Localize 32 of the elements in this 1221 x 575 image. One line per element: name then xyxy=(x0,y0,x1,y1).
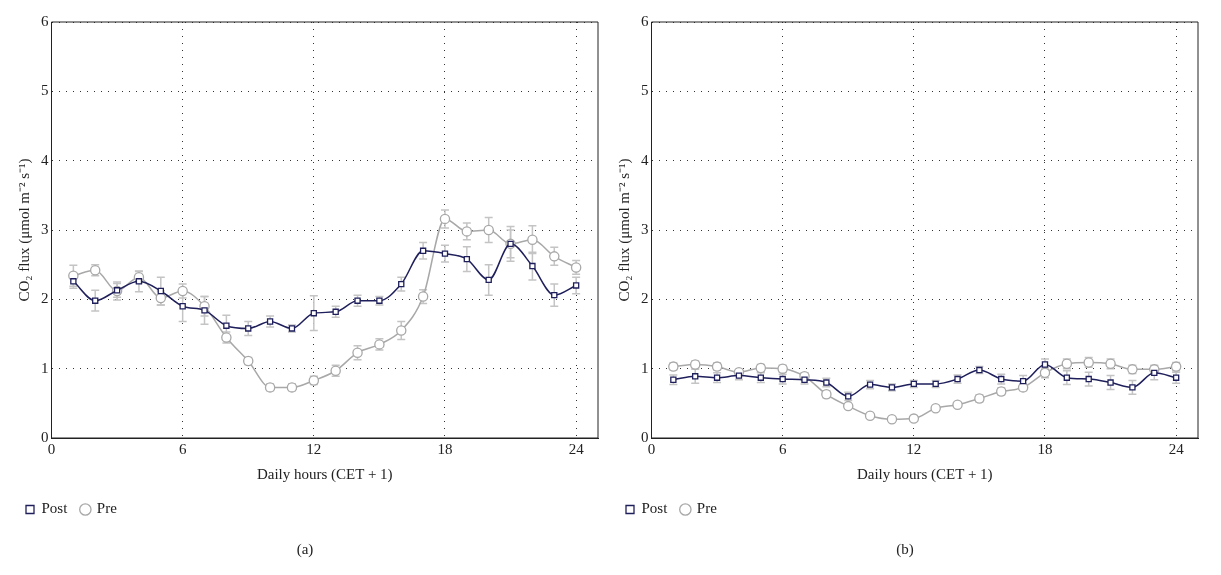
y-tick-label: 4 xyxy=(41,151,49,168)
y-tick-label: 0 xyxy=(641,428,649,445)
x-tick-label: 24 xyxy=(568,440,585,457)
legend-label: Post xyxy=(41,500,69,517)
legend-label: Pre xyxy=(696,500,718,517)
y-tick-label: 5 xyxy=(641,82,649,99)
x-tick-label: 24 xyxy=(1168,440,1185,457)
y-tick-label: 4 xyxy=(641,151,649,168)
y-tick-label: 5 xyxy=(41,82,49,99)
y-tick-label: 6 xyxy=(641,12,649,29)
y-tick-label: 3 xyxy=(641,220,649,237)
legend-label: Post xyxy=(641,500,669,517)
y-tick-label: 0 xyxy=(41,428,49,445)
text: (b) xyxy=(896,540,914,558)
x-axis-title: Daily hours (CET + 1) xyxy=(256,465,393,483)
y-tick-label: 2 xyxy=(41,290,49,307)
x-tick-label: 18 xyxy=(1037,440,1053,457)
y-tick-label: 6 xyxy=(41,12,49,29)
y-tick-label: 1 xyxy=(41,359,49,376)
y-axis-title: CO₂ flux (μmol m⁻² s⁻¹) xyxy=(615,158,633,302)
y-tick-label: 1 xyxy=(641,359,649,376)
legend-label: Pre xyxy=(96,500,118,517)
x-tick-label: 12 xyxy=(306,440,322,457)
x-tick-label: 12 xyxy=(906,440,922,457)
y-tick-label: 3 xyxy=(41,220,49,237)
y-tick-label: 2 xyxy=(641,290,649,307)
x-tick-label: 6 xyxy=(178,440,187,457)
x-tick-label: 6 xyxy=(778,440,787,457)
x-tick-label: 18 xyxy=(437,440,453,457)
x-axis-title: Daily hours (CET + 1) xyxy=(856,465,993,483)
text: (a) xyxy=(296,540,314,558)
y-axis-title: CO₂ flux (μmol m⁻² s⁻¹) xyxy=(15,158,33,302)
